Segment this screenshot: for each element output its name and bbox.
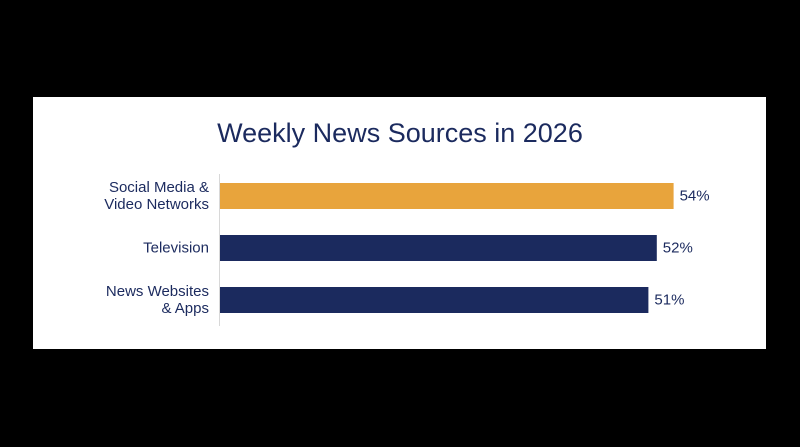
category-label: Social Media & Video Networks bbox=[104, 179, 209, 213]
category-label: News Websites & Apps bbox=[105, 283, 209, 317]
value-label: 51% bbox=[654, 291, 685, 309]
value-label: 52% bbox=[662, 239, 693, 257]
value-label: 54% bbox=[679, 187, 710, 205]
bar bbox=[220, 183, 674, 209]
chart-title: Weekly News Sources in 2026 bbox=[217, 118, 583, 148]
category-label: Television bbox=[143, 239, 209, 257]
bar bbox=[220, 287, 649, 313]
bar bbox=[220, 235, 657, 261]
